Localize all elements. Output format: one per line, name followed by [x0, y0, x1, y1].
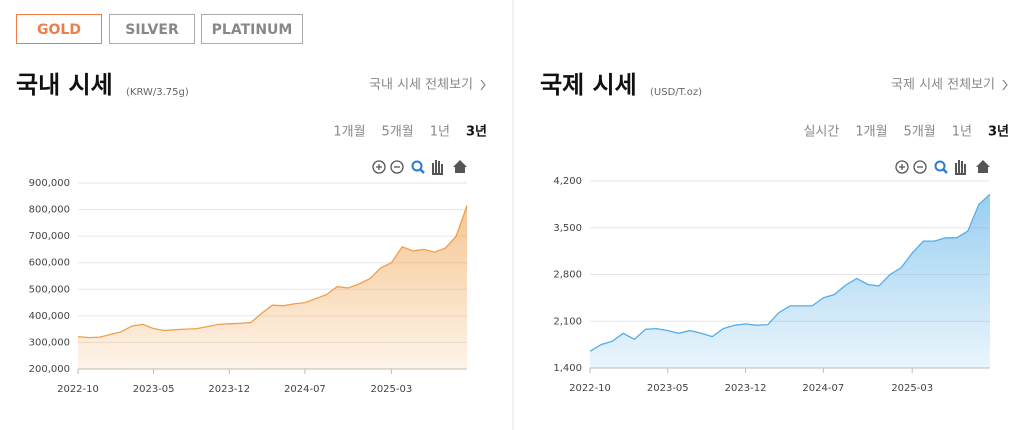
y-tick-label: 200,000	[29, 364, 70, 375]
zoom-in-icon	[899, 164, 905, 170]
y-tick-label: 500,000	[29, 284, 70, 295]
tab-gold-box[interactable]	[16, 14, 102, 44]
home-icon[interactable]	[453, 160, 467, 173]
tab-platinum[interactable]: PLATINUM	[212, 22, 293, 38]
y-tick-label: 1,400	[553, 363, 582, 374]
y-tick-label: 900,000	[29, 178, 70, 189]
area	[590, 194, 990, 368]
x-tick-label: 2024-07	[802, 383, 844, 394]
zoom-in-icon	[376, 164, 382, 170]
pan-icon[interactable]	[955, 160, 966, 175]
chevron-icon	[480, 79, 486, 91]
line	[77, 205, 468, 339]
area	[78, 205, 467, 369]
period-button[interactable]: 5개월	[904, 125, 936, 140]
y-tick-label: 2,800	[553, 270, 582, 281]
detail-link[interactable]: 국제 시세 전체보기	[891, 78, 995, 93]
pan-icon[interactable]	[432, 160, 443, 175]
tab-gold[interactable]: GOLD	[37, 22, 81, 38]
tab-silver-box[interactable]	[109, 14, 195, 44]
line	[589, 193, 991, 352]
period-button[interactable]: 1년	[952, 125, 972, 140]
zoom-select-icon	[419, 168, 425, 174]
y-tick-label: 300,000	[29, 337, 70, 348]
panel-unit: (USD/T.oz)	[650, 87, 702, 98]
x-tick-label: 2023-12	[725, 383, 767, 394]
x-tick-label: 2025-03	[891, 383, 933, 394]
panel-title: 국내 시세	[16, 71, 113, 99]
home-icon[interactable]	[976, 160, 990, 173]
x-tick-label: 2022-10	[569, 383, 611, 394]
period-button[interactable]: 1개월	[333, 125, 365, 140]
zoom-select-icon[interactable]	[411, 160, 423, 172]
x-tick-label: 2025-03	[370, 384, 412, 395]
chevron-icon	[1002, 79, 1008, 91]
y-tick-label: 700,000	[29, 231, 70, 242]
zoom-out-icon[interactable]	[913, 160, 927, 174]
zoom-select-icon[interactable]	[934, 160, 946, 172]
period-button[interactable]: 5개월	[382, 125, 414, 140]
period-button[interactable]: 3년	[466, 125, 487, 140]
y-tick-label: 2,100	[553, 316, 582, 327]
y-tick-label: 3,500	[553, 223, 582, 234]
tab-silver[interactable]: SILVER	[125, 22, 179, 38]
x-tick-label: 2022-10	[57, 384, 99, 395]
period-button[interactable]: 1년	[430, 125, 450, 140]
period-button[interactable]: 실시간	[803, 125, 839, 140]
detail-link[interactable]: 국내 시세 전체보기	[369, 78, 473, 93]
zoom-in-icon[interactable]	[372, 160, 386, 174]
x-tick-label: 2024-07	[284, 384, 326, 395]
x-tick-label: 2023-05	[133, 384, 175, 395]
panel-title: 국제 시세	[540, 71, 637, 99]
zoom-in-icon[interactable]	[895, 160, 909, 174]
x-tick-label: 2023-12	[208, 384, 250, 395]
x-tick-label: 2023-05	[647, 383, 689, 394]
y-tick-label: 800,000	[29, 205, 70, 216]
zoom-out-icon[interactable]	[390, 160, 404, 174]
zoom-select-icon	[942, 168, 948, 174]
tab-platinum-box[interactable]	[201, 14, 303, 44]
y-tick-label: 4,200	[553, 176, 582, 187]
period-button[interactable]: 3년	[988, 125, 1009, 140]
panel-unit: (KRW/3.75g)	[126, 87, 189, 98]
y-tick-label: 400,000	[29, 311, 70, 322]
period-button[interactable]: 1개월	[855, 125, 887, 140]
y-tick-label: 600,000	[29, 258, 70, 269]
